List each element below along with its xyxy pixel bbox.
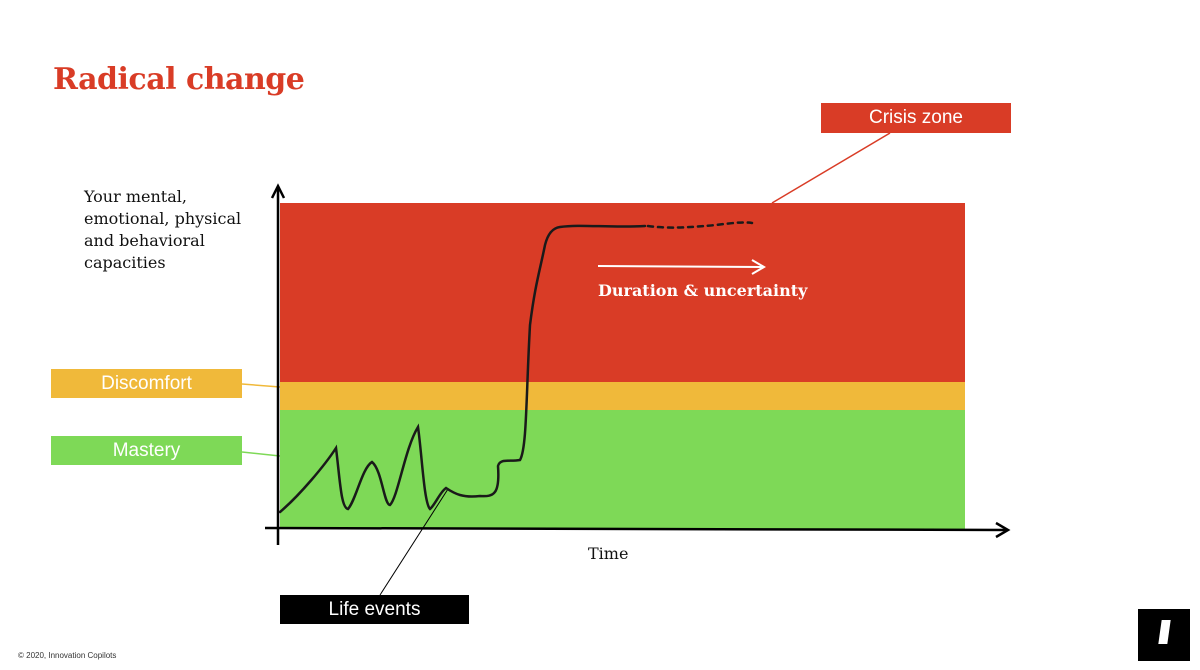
- mastery-label: Mastery: [51, 436, 242, 465]
- y-axis-label: Your mental, emotional, physical and beh…: [84, 187, 242, 272]
- crisis-zone-label: Crisis zone: [821, 103, 1011, 133]
- copyright-notice: © 2020, Innovation Copilots: [18, 651, 117, 660]
- crisis-zone-band: [280, 203, 965, 382]
- discomfort-leader-line: [241, 383, 281, 388]
- mastery-leader-line: [241, 451, 281, 457]
- x-axis-arrowhead: [995, 521, 1011, 539]
- discomfort-label: Discomfort: [51, 369, 242, 398]
- y-axis-arrowhead: [270, 183, 286, 199]
- duration-arrowhead: [751, 259, 766, 275]
- mastery-zone-band: [280, 410, 965, 529]
- crisis-leader-line: [771, 132, 891, 204]
- duration-uncertainty-label: Duration & uncertainty: [598, 281, 808, 300]
- duration-arrow: [597, 265, 763, 268]
- capacity-curve: [278, 224, 647, 514]
- innovation-copilots-logo-icon: [1138, 609, 1190, 661]
- slide-title: Radical change: [53, 62, 305, 97]
- discomfort-zone-band: [280, 382, 965, 410]
- x-axis: [264, 526, 1009, 532]
- life-events-leader-line: [379, 488, 449, 596]
- logo-mark: [1157, 620, 1171, 644]
- capacity-curve-dotted-continuation: [646, 221, 754, 229]
- x-axis-label: Time: [588, 544, 629, 563]
- life-events-label: Life events: [280, 595, 469, 624]
